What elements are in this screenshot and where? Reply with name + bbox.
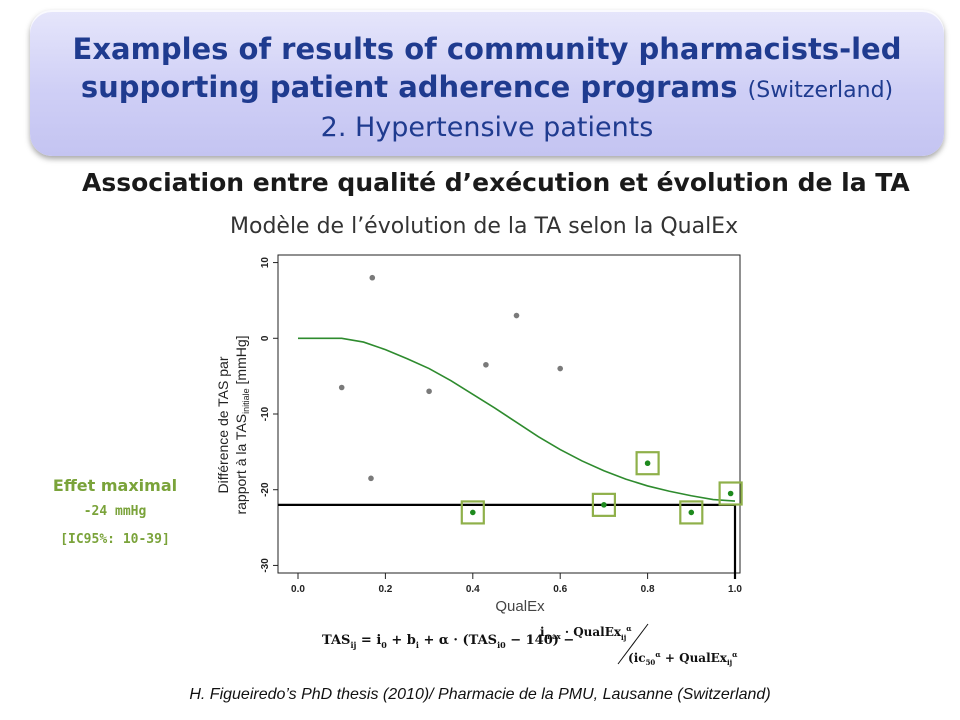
model-title: Modèle de l’évolution de la TA selon la … xyxy=(230,214,739,239)
slide-title: Examples of results of community pharmac… xyxy=(30,30,944,110)
highlight-box xyxy=(635,451,660,476)
formula-imax: i xyxy=(540,625,545,639)
model-formula: TASij = i0 + bi + α · (TASi0 − 140) − im… xyxy=(322,623,738,667)
formula-denominator: (ic50α + QualExijα) xyxy=(628,650,738,667)
data-point xyxy=(557,365,563,372)
title-line-2: supporting patient adherence programs (S… xyxy=(30,68,944,110)
x-tick-label: 0.8 xyxy=(641,584,655,595)
highlight-box xyxy=(591,492,616,517)
effect-value: -24 mmHg xyxy=(83,504,147,519)
formula-part-a: = i xyxy=(356,633,381,648)
highlighted-point xyxy=(470,509,476,516)
effect-title: Effet maximal xyxy=(52,476,178,495)
points-layer xyxy=(338,274,743,525)
y-axis-label-line1: Différence de TAS par xyxy=(215,356,231,493)
y-axis-label: Différence de TAS par rapport à la TASin… xyxy=(215,335,251,514)
title-line-2-text: supporting patient adherence programs xyxy=(80,70,738,104)
formula-slash xyxy=(617,623,649,665)
highlight-box xyxy=(718,481,743,506)
y-tick-label: 0 xyxy=(260,335,271,341)
formula-numerator: imax · QualExijα xyxy=(540,624,632,642)
highlighted-point xyxy=(644,460,651,467)
y-axis-label-sub: initiale xyxy=(241,388,251,414)
y-tick-label: -20 xyxy=(260,482,271,497)
title-country: (Switzerland) xyxy=(747,78,894,103)
data-point xyxy=(368,475,374,482)
formula-lhs: TAS xyxy=(322,633,350,648)
data-point xyxy=(513,312,520,319)
formula-num: · QualEx xyxy=(561,625,622,639)
fit-curve xyxy=(298,337,736,502)
y-tick-label: -10 xyxy=(260,406,271,421)
y-axis-label-line2: rapport à la TASinitiale [mmHg] xyxy=(233,335,251,514)
plot-frame xyxy=(277,254,741,574)
highlighted-point xyxy=(727,490,734,497)
y-tick-label: -30 xyxy=(260,558,271,573)
x-axis-label: QualEx xyxy=(495,598,545,615)
footer-citation: H. Figueiredo’s PhD thesis (2010)/ Pharm… xyxy=(189,686,771,703)
title-line-1: Examples of results of community pharmac… xyxy=(72,32,902,66)
effect-ci: [IC95%: 10-39] xyxy=(60,532,170,547)
formula-part-c: + α · (TAS xyxy=(419,633,497,648)
data-point xyxy=(338,384,345,391)
highlighted-point xyxy=(688,509,695,516)
y-axis-label-unit: [mmHg] xyxy=(233,335,249,388)
max-effect-layer xyxy=(278,503,737,579)
formula-part-d: − 140) − xyxy=(506,633,575,648)
x-axis: 0.0 0.2 0.4 0.6 0.8 1.0 xyxy=(291,573,742,595)
formula-part-b: + b xyxy=(387,633,416,648)
data-point xyxy=(483,361,489,368)
x-tick-label: 0.6 xyxy=(553,584,567,595)
data-point xyxy=(426,388,432,395)
highlighted-point xyxy=(601,502,607,508)
x-tick-label: 0.4 xyxy=(466,584,480,595)
y-tick-label: 10 xyxy=(260,257,271,269)
formula-den-b: + QualEx xyxy=(661,651,728,665)
highlight-box xyxy=(460,500,485,525)
fit-curve-layer xyxy=(298,337,736,502)
y-axis-label-line2-text: rapport à la TAS xyxy=(233,414,249,515)
formula-imax-sub: max xyxy=(545,632,562,641)
x-tick-label: 0.2 xyxy=(378,584,392,595)
formula-main: TASij = i0 + bi + α · (TASi0 − 140) − xyxy=(322,633,574,650)
data-point xyxy=(369,274,376,281)
y-axis: 10 0 -10 -20 -30 xyxy=(260,257,278,573)
scatter-chart: 10 0 -10 -20 -30 0.0 0.2 0.4 0.6 0.8 1.0 QualEx D… xyxy=(215,254,743,615)
x-tick-label: 0.0 xyxy=(291,584,305,595)
x-tick-label: 1.0 xyxy=(728,584,742,595)
title-banner: Examples of results of community pharmac… xyxy=(30,10,944,156)
slide-subtitle: 2. Hypertensive patients xyxy=(320,112,654,143)
section-heading: Association entre qualité d’exécution et… xyxy=(82,168,910,197)
formula-den-a: ic xyxy=(634,651,646,665)
highlight-box xyxy=(679,500,704,525)
